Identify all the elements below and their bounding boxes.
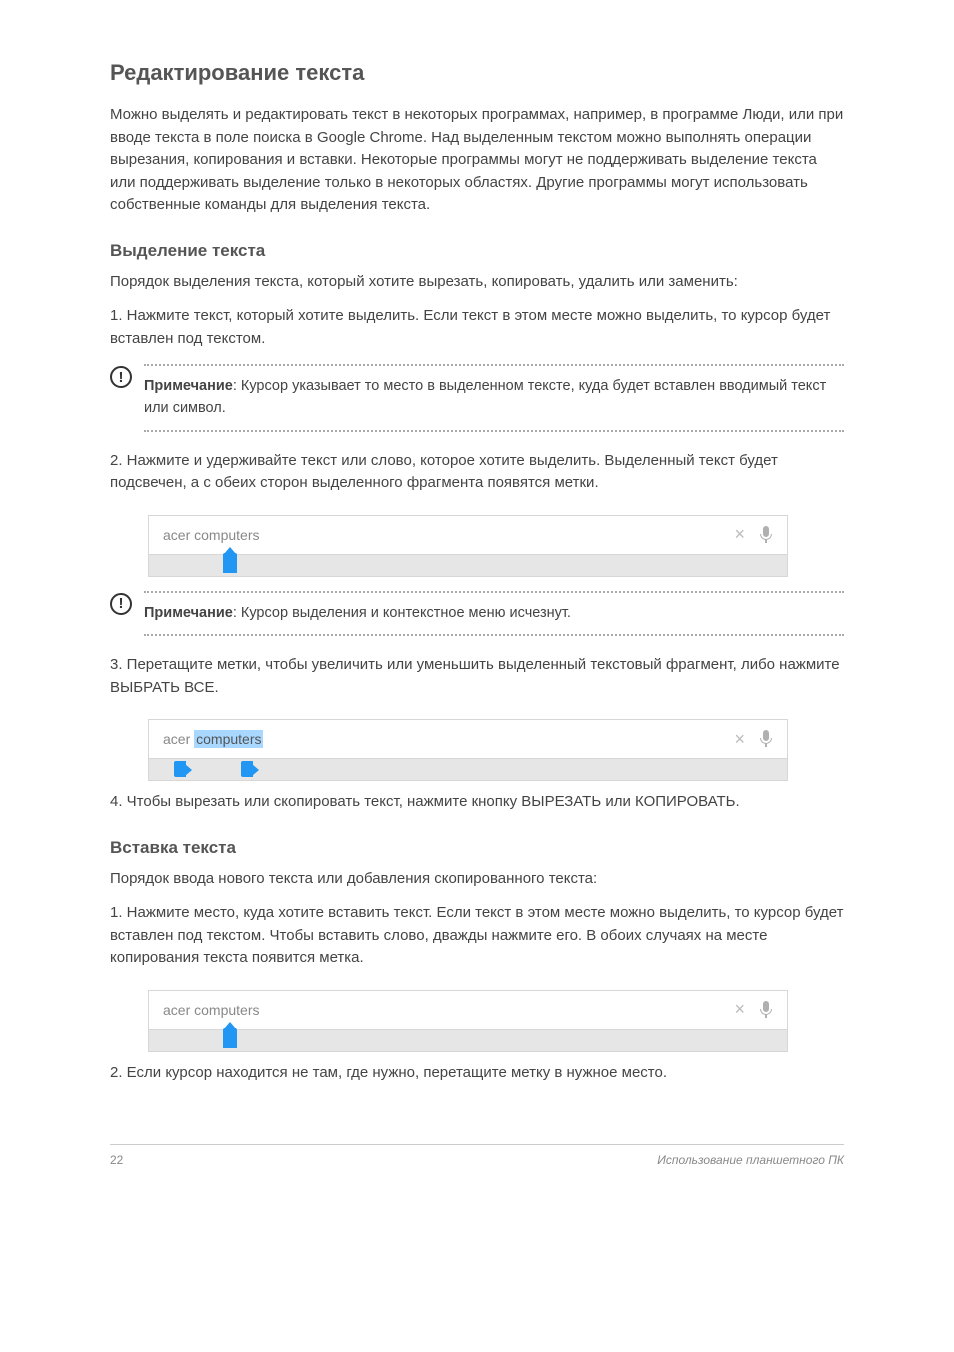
- mic-icon[interactable]: [759, 526, 773, 544]
- mic-icon[interactable]: [759, 1001, 773, 1019]
- note-block-2: ! Примечание: Курсор выделения и контекс…: [110, 591, 844, 637]
- search-bar-under: [148, 555, 788, 577]
- note-1-text: Примечание: Курсор указывает то место в …: [144, 366, 844, 430]
- subheading-insert: Вставка текста: [110, 838, 844, 858]
- cursor-tab[interactable]: [223, 553, 237, 573]
- search-bar: acer computers ×: [148, 719, 788, 759]
- subheading-select: Выделение текста: [110, 241, 844, 261]
- page-number: 22: [110, 1153, 123, 1167]
- page-heading: Редактирование текста: [110, 60, 844, 86]
- cursor-tab[interactable]: [223, 1028, 237, 1048]
- note-block-1: ! Примечание: Курсор указывает то место …: [110, 364, 844, 432]
- search-bar-under: [148, 1030, 788, 1052]
- page-footer: 22 Использование планшетного ПК: [0, 1153, 954, 1167]
- clear-icon[interactable]: ×: [734, 524, 745, 545]
- highlighted-text: computers: [194, 730, 263, 748]
- warning-icon: !: [110, 366, 132, 388]
- selection-handle-left[interactable]: [174, 761, 186, 777]
- select-step-3: 3. Перетащите метки, чтобы увеличить или…: [110, 654, 844, 699]
- select-step-2: 2. Нажмите и удерживайте текст или слово…: [110, 450, 844, 495]
- intro-paragraph: Можно выделять и редактировать текст в н…: [110, 104, 844, 217]
- clear-icon[interactable]: ×: [734, 999, 745, 1020]
- search-bar-screenshot-1: acer computers ×: [148, 515, 788, 577]
- dotted-divider: [144, 430, 844, 432]
- select-intro: Порядок выделения текста, который хотите…: [110, 271, 844, 294]
- dotted-divider: [144, 634, 844, 636]
- search-bar: acer computers ×: [148, 515, 788, 555]
- search-bar-screenshot-3: acer computers ×: [148, 990, 788, 1052]
- selection-handle-right[interactable]: [241, 761, 253, 777]
- mic-icon[interactable]: [759, 730, 773, 748]
- footer-title: Использование планшетного ПК: [657, 1153, 844, 1167]
- search-bar-text-sel: acer computers: [163, 731, 734, 747]
- footer-divider: [110, 1144, 844, 1145]
- clear-icon[interactable]: ×: [734, 729, 745, 750]
- search-bar-screenshot-2: acer computers ×: [148, 719, 788, 781]
- warning-icon: !: [110, 593, 132, 615]
- select-step-4: 4. Чтобы вырезать или скопировать текст,…: [110, 791, 844, 814]
- insert-step-2: 2. Если курсор находится не там, где нуж…: [110, 1062, 844, 1085]
- search-bar-under: [148, 759, 788, 781]
- insert-step-1: 1. Нажмите место, куда хотите вставить т…: [110, 902, 844, 970]
- search-bar-text: acer computers: [163, 1002, 734, 1018]
- select-step-1: 1. Нажмите текст, который хотите выделит…: [110, 305, 844, 350]
- search-bar: acer computers ×: [148, 990, 788, 1030]
- note-2-text: Примечание: Курсор выделения и контекстн…: [144, 593, 844, 635]
- insert-intro: Порядок ввода нового текста или добавлен…: [110, 868, 844, 891]
- search-bar-text: acer computers: [163, 527, 734, 543]
